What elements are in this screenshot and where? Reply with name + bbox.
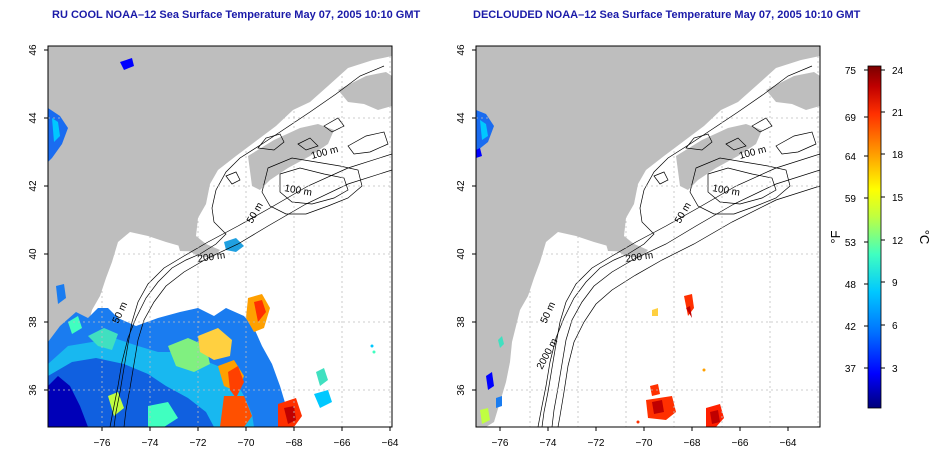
lat-tick-label: 36 [456,384,467,396]
contour-label: 50 m [111,300,130,325]
contour-label: 200 m [625,250,654,265]
lon-tick-label: −70 [238,438,255,449]
contour-label: 100 m [711,183,740,199]
lat-tick-label: 44 [28,112,39,124]
lat-tick-label: 42 [28,180,39,192]
celsius-unit-label: °C [917,230,932,245]
lon-tick-label: −64 [382,438,399,449]
fahrenheit-tick: 42 [845,322,857,333]
celsius-tick: 21 [892,108,904,119]
lat-tick-label: 40 [456,248,467,260]
contour-label: 200 m [197,250,226,265]
fahrenheit-tick: 53 [845,238,857,249]
contour-label: 50 m [245,201,266,226]
fahrenheit-unit-label: °F [828,230,843,243]
left-panel-title: RU COOL NOAA–12 Sea Surface Temperature … [52,9,421,21]
lat-tick-label: 46 [28,44,39,56]
lon-tick-label: −74 [540,438,557,449]
lon-tick-label: −74 [142,438,159,449]
contour-label: 2000 m [535,337,560,372]
lon-tick-label: −66 [334,438,351,449]
colorbar: 75 69 64 59 53 48 42 37 24 21 18 15 12 9… [828,65,932,409]
right-axes: −76 −74 −72 −70 −68 −66 −64 36 38 40 42 … [456,44,797,449]
celsius-tick: 18 [892,150,904,161]
lon-tick-label: −72 [190,438,207,449]
contour-label: 50 m [539,300,558,325]
right-map: 100 m 100 m 50 m 200 m 50 m 2000 m [475,45,821,428]
lat-tick-label: 42 [456,180,467,192]
left-axes: −76 −74 −72 −70 −68 −66 −64 36 38 40 42 … [28,44,399,449]
sst-data-right [476,110,724,427]
celsius-tick: 24 [892,66,904,77]
fahrenheit-tick: 48 [845,280,857,291]
lon-tick-label: −76 [94,438,111,449]
sst-data-left [48,58,376,427]
fahrenheit-tick: 64 [845,152,857,163]
lat-tick-label: 36 [28,384,39,396]
right-panel-title: DECLOUDED NOAA–12 Sea Surface Temperatur… [473,9,861,21]
lat-tick-label: 40 [28,248,39,260]
lon-tick-label: −68 [684,438,701,449]
fahrenheit-tick: 75 [845,66,857,77]
celsius-tick: 12 [892,236,904,247]
lat-tick-label: 46 [456,44,467,56]
lat-tick-label: 38 [456,316,467,328]
celsius-tick: 15 [892,193,904,204]
contour-label: 100 m [283,183,312,199]
fahrenheit-tick: 69 [845,113,857,124]
fahrenheit-tick: 37 [845,364,857,375]
colorbar-gradient [867,65,882,409]
left-map: 100 m 100 m 50 m 200 m 50 m [47,45,393,428]
lon-tick-label: −76 [492,438,509,449]
lat-tick-label: 38 [28,316,39,328]
celsius-tick: 9 [892,278,898,289]
contour-label: 50 m [673,201,694,226]
fahrenheit-tick: 59 [845,194,857,205]
lon-tick-label: −66 [732,438,749,449]
celsius-tick: 3 [892,364,898,375]
lon-tick-label: −72 [588,438,605,449]
lon-tick-label: −70 [636,438,653,449]
lon-tick-label: −68 [286,438,303,449]
lat-tick-label: 44 [456,112,467,124]
lon-tick-label: −64 [780,438,797,449]
celsius-tick: 6 [892,321,898,332]
